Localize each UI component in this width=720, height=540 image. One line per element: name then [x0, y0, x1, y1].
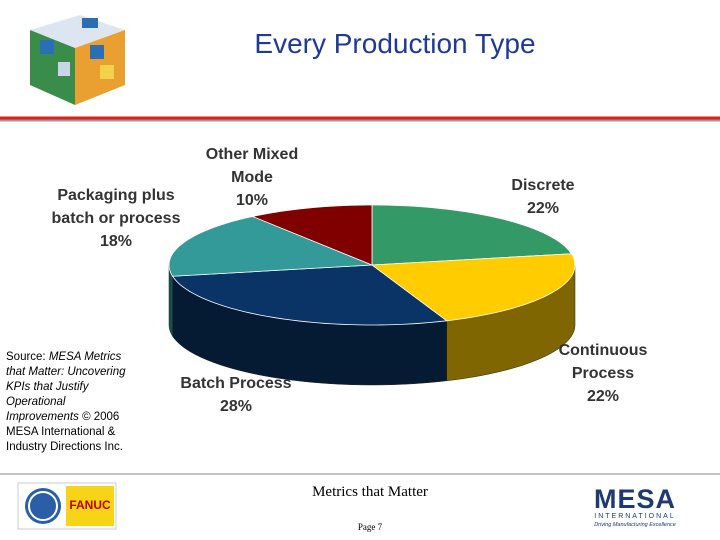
slice-value: 10%: [235, 192, 269, 209]
pie-slice: [371, 204, 573, 266]
slice-value: 22%: [586, 388, 620, 405]
slice-name: Other Mixed Mode: [205, 146, 299, 186]
fanuc-box: [66, 486, 114, 526]
cube-logo: [30, 15, 125, 105]
slice-value: 18%: [99, 233, 133, 250]
slice-name: Packaging plus batch or process: [51, 187, 181, 227]
footer-text: Metrics that Matter: [312, 484, 428, 500]
pie-slice: [251, 204, 373, 266]
mesa-sub: INTERNATIONAL: [594, 513, 676, 520]
ge-logo: [25, 488, 61, 524]
fanuc-text: FANUC: [69, 498, 111, 512]
slice-value: 22%: [526, 200, 560, 217]
pie-slice: [168, 216, 373, 277]
slice-label: Packaging plus batch or process 18%: [51, 184, 181, 253]
source-credit: © 2006 MESA International & Industry Dir…: [6, 411, 123, 453]
slice-label: Batch Process 28%: [176, 372, 296, 418]
slice-label: Continuous Process 22%: [538, 339, 668, 408]
ge-logo-ring: [28, 491, 58, 521]
slice-label: Other Mixed Mode 10%: [187, 143, 317, 212]
source-note: Source: MESA Metrics that Matter: Uncove…: [6, 350, 136, 455]
slice-name: Discrete: [511, 177, 575, 194]
page-number: Page 7: [357, 522, 383, 532]
slice-label: Discrete 22%: [478, 174, 608, 220]
slice-name: Continuous Process: [558, 342, 648, 382]
pie-slice: [370, 253, 576, 322]
source-prefix: Source:: [6, 351, 46, 363]
pie-slice: [171, 264, 448, 326]
slide-title: Every Production Type: [254, 28, 536, 59]
slice-name: Batch Process: [180, 375, 292, 392]
slice-value: 28%: [219, 398, 253, 415]
mesa-tagline: Driving Manufacturing Excellence: [594, 522, 676, 528]
mesa-logo: MESA: [593, 484, 676, 514]
source-title: MESA Metrics that Matter: Uncovering KPI…: [6, 351, 126, 423]
pie: [168, 204, 576, 386]
